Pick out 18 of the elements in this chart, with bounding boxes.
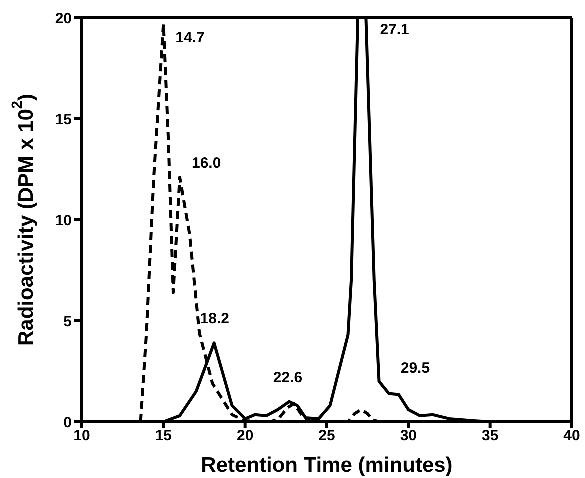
x-tick-label: 20 <box>236 428 254 445</box>
x-tick-label: 30 <box>400 428 418 445</box>
x-tick-label: 25 <box>318 428 336 445</box>
y-tick-label: 20 <box>55 10 72 28</box>
x-tick-label: 40 <box>564 428 580 445</box>
annotation: 22.6 <box>273 369 303 386</box>
y-tick-label: 0 <box>64 414 72 432</box>
annotation: 29.5 <box>400 360 430 378</box>
x-tick-label: 35 <box>482 428 499 445</box>
y-tick-label: 5 <box>64 313 72 330</box>
annotation: 14.7 <box>176 30 205 47</box>
y-tick-label: 15 <box>55 111 72 128</box>
x-tick-label: 15 <box>155 428 172 445</box>
y-tick-label: 10 <box>55 212 72 230</box>
annotation: 18.2 <box>200 310 230 328</box>
x-axis-title: Retention Time (minutes) <box>201 454 453 477</box>
annotation: 27.1 <box>380 22 410 38</box>
annotation: 16.0 <box>192 155 222 172</box>
